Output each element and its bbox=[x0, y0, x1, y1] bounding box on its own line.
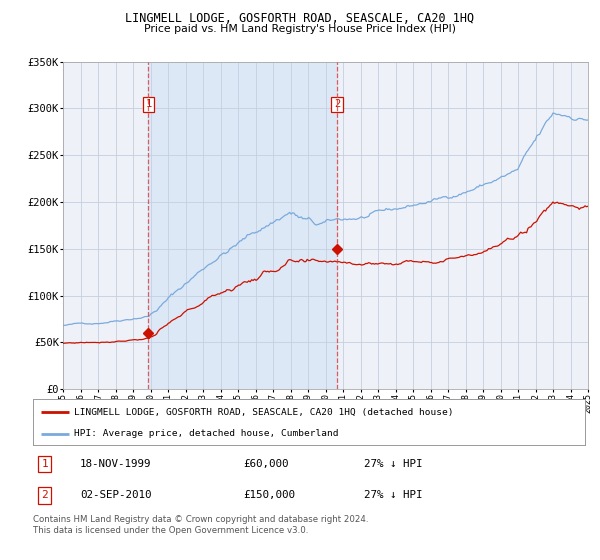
Text: 02-SEP-2010: 02-SEP-2010 bbox=[80, 491, 151, 501]
Text: 2: 2 bbox=[41, 491, 48, 501]
Text: LINGMELL LODGE, GOSFORTH ROAD, SEASCALE, CA20 1HQ (detached house): LINGMELL LODGE, GOSFORTH ROAD, SEASCALE,… bbox=[74, 408, 454, 417]
Text: HPI: Average price, detached house, Cumberland: HPI: Average price, detached house, Cumb… bbox=[74, 429, 339, 438]
Text: 1: 1 bbox=[145, 99, 152, 109]
Bar bbox=[148, 62, 337, 389]
Text: 27% ↓ HPI: 27% ↓ HPI bbox=[364, 491, 422, 501]
Text: Price paid vs. HM Land Registry's House Price Index (HPI): Price paid vs. HM Land Registry's House … bbox=[144, 24, 456, 34]
Text: 1: 1 bbox=[41, 459, 48, 469]
Text: 2: 2 bbox=[334, 99, 340, 109]
Text: £150,000: £150,000 bbox=[243, 491, 295, 501]
Text: £60,000: £60,000 bbox=[243, 459, 288, 469]
Text: Contains HM Land Registry data © Crown copyright and database right 2024.
This d: Contains HM Land Registry data © Crown c… bbox=[33, 515, 368, 535]
Text: LINGMELL LODGE, GOSFORTH ROAD, SEASCALE, CA20 1HQ: LINGMELL LODGE, GOSFORTH ROAD, SEASCALE,… bbox=[125, 12, 475, 25]
Text: 27% ↓ HPI: 27% ↓ HPI bbox=[364, 459, 422, 469]
Text: 18-NOV-1999: 18-NOV-1999 bbox=[80, 459, 151, 469]
